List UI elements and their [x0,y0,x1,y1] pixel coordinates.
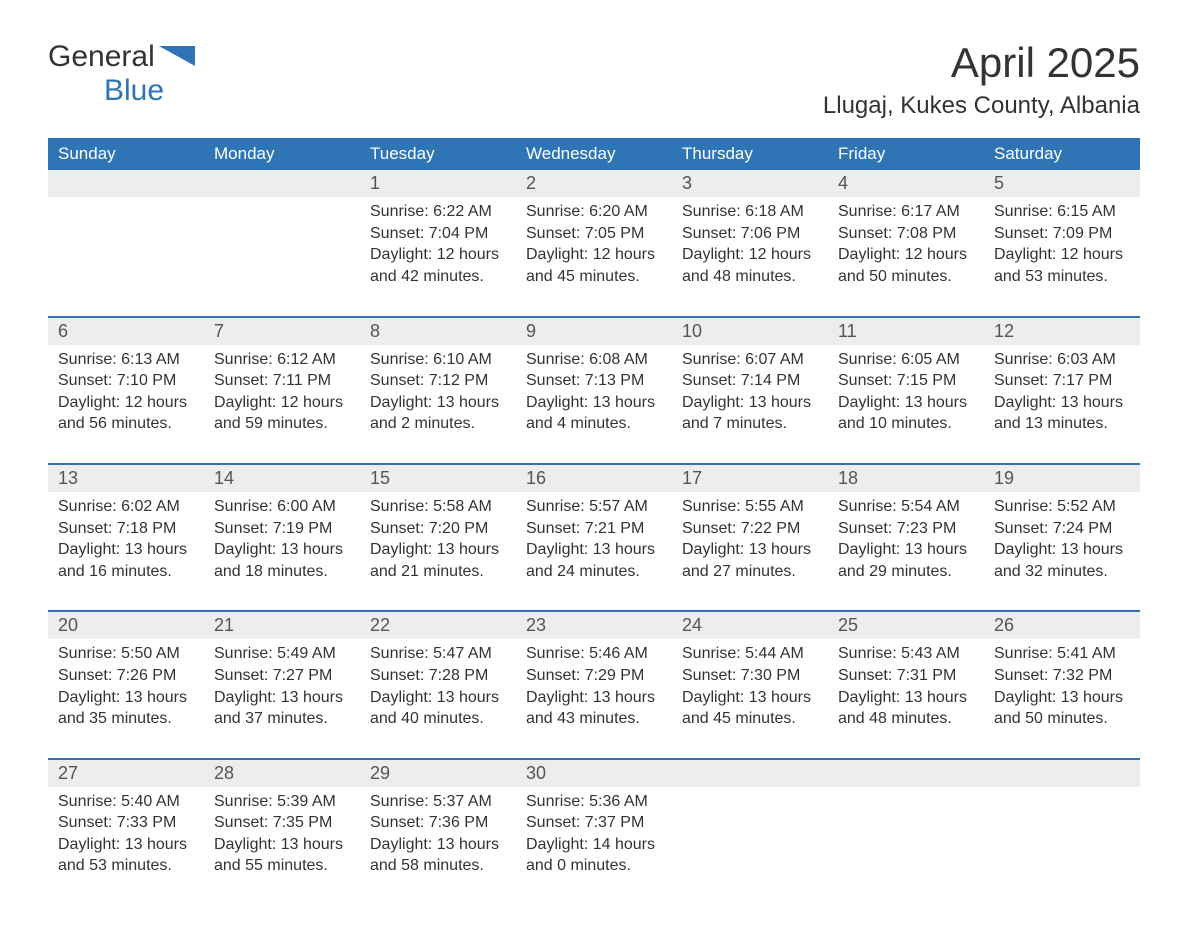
day-number-cell: 13 [48,464,204,492]
day-content-row: Sunrise: 5:50 AMSunset: 7:26 PMDaylight:… [48,639,1140,758]
page-title: April 2025 [823,40,1140,86]
day-number-cell [828,759,984,787]
day-number-row: 13141516171819 [48,464,1140,492]
day-number-cell: 7 [204,317,360,345]
day-number-cell: 18 [828,464,984,492]
day-number-cell: 2 [516,170,672,197]
day-content-cell: Sunrise: 6:05 AMSunset: 7:15 PMDaylight:… [828,345,984,464]
page-header: General Blue April 2025 Llugaj, Kukes Co… [48,40,1140,130]
day-content-row: Sunrise: 6:22 AMSunset: 7:04 PMDaylight:… [48,197,1140,316]
day-number-cell: 29 [360,759,516,787]
day-content-cell: Sunrise: 6:18 AMSunset: 7:06 PMDaylight:… [672,197,828,316]
day-content-cell: Sunrise: 5:57 AMSunset: 7:21 PMDaylight:… [516,492,672,611]
day-content-cell: Sunrise: 5:43 AMSunset: 7:31 PMDaylight:… [828,639,984,758]
day-content-cell: Sunrise: 5:44 AMSunset: 7:30 PMDaylight:… [672,639,828,758]
day-content-cell: Sunrise: 6:13 AMSunset: 7:10 PMDaylight:… [48,345,204,464]
logo-flag-icon [159,46,195,66]
day-content-cell: Sunrise: 6:00 AMSunset: 7:19 PMDaylight:… [204,492,360,611]
title-block: April 2025 Llugaj, Kukes County, Albania [823,40,1140,130]
day-content-cell: Sunrise: 6:08 AMSunset: 7:13 PMDaylight:… [516,345,672,464]
day-content-cell: Sunrise: 5:58 AMSunset: 7:20 PMDaylight:… [360,492,516,611]
day-number-row: 12345 [48,170,1140,197]
day-number-cell [48,170,204,197]
day-content-cell: Sunrise: 5:40 AMSunset: 7:33 PMDaylight:… [48,787,204,905]
day-content-cell: Sunrise: 6:15 AMSunset: 7:09 PMDaylight:… [984,197,1140,316]
day-number-cell: 8 [360,317,516,345]
day-number-cell: 5 [984,170,1140,197]
logo: General Blue [48,40,195,108]
day-content-cell: Sunrise: 6:22 AMSunset: 7:04 PMDaylight:… [360,197,516,316]
day-number-cell: 10 [672,317,828,345]
day-content-cell: Sunrise: 6:20 AMSunset: 7:05 PMDaylight:… [516,197,672,316]
day-content-cell: Sunrise: 6:03 AMSunset: 7:17 PMDaylight:… [984,345,1140,464]
day-number-cell [984,759,1140,787]
day-header-row: SundayMondayTuesdayWednesdayThursdayFrid… [48,138,1140,170]
day-number-row: 6789101112 [48,317,1140,345]
day-content-cell: Sunrise: 6:02 AMSunset: 7:18 PMDaylight:… [48,492,204,611]
day-content-cell: Sunrise: 5:55 AMSunset: 7:22 PMDaylight:… [672,492,828,611]
day-content-cell: Sunrise: 5:36 AMSunset: 7:37 PMDaylight:… [516,787,672,905]
day-content-cell: Sunrise: 5:54 AMSunset: 7:23 PMDaylight:… [828,492,984,611]
day-content-cell: Sunrise: 6:17 AMSunset: 7:08 PMDaylight:… [828,197,984,316]
day-content-cell [984,787,1140,905]
day-number-cell: 21 [204,611,360,639]
day-content-row: Sunrise: 6:13 AMSunset: 7:10 PMDaylight:… [48,345,1140,464]
day-number-cell: 28 [204,759,360,787]
day-header: Saturday [984,138,1140,170]
day-content-cell: Sunrise: 5:39 AMSunset: 7:35 PMDaylight:… [204,787,360,905]
day-number-cell: 15 [360,464,516,492]
day-number-cell: 22 [360,611,516,639]
day-number-cell: 3 [672,170,828,197]
day-number-cell: 23 [516,611,672,639]
day-number-cell: 30 [516,759,672,787]
day-content-cell: Sunrise: 5:46 AMSunset: 7:29 PMDaylight:… [516,639,672,758]
day-number-cell: 24 [672,611,828,639]
day-number-cell: 14 [204,464,360,492]
day-number-cell [204,170,360,197]
day-content-cell: Sunrise: 6:12 AMSunset: 7:11 PMDaylight:… [204,345,360,464]
day-number-cell: 1 [360,170,516,197]
day-number-cell [672,759,828,787]
day-header: Tuesday [360,138,516,170]
day-header: Sunday [48,138,204,170]
day-number-cell: 6 [48,317,204,345]
day-content-cell [672,787,828,905]
day-number-cell: 12 [984,317,1140,345]
day-number-cell: 16 [516,464,672,492]
day-content-cell: Sunrise: 5:37 AMSunset: 7:36 PMDaylight:… [360,787,516,905]
calendar-body: 12345 Sunrise: 6:22 AMSunset: 7:04 PMDay… [48,170,1140,905]
day-header: Friday [828,138,984,170]
day-number-cell: 27 [48,759,204,787]
day-content-cell [204,197,360,316]
location-subtitle: Llugaj, Kukes County, Albania [823,92,1140,120]
day-content-cell: Sunrise: 5:41 AMSunset: 7:32 PMDaylight:… [984,639,1140,758]
logo-text-1: General [48,40,155,73]
day-content-cell [828,787,984,905]
day-number-cell: 17 [672,464,828,492]
day-content-row: Sunrise: 6:02 AMSunset: 7:18 PMDaylight:… [48,492,1140,611]
day-number-cell: 9 [516,317,672,345]
day-number-cell: 20 [48,611,204,639]
day-content-cell: Sunrise: 5:47 AMSunset: 7:28 PMDaylight:… [360,639,516,758]
day-number-row: 27282930 [48,759,1140,787]
day-number-cell: 19 [984,464,1140,492]
day-content-cell: Sunrise: 5:49 AMSunset: 7:27 PMDaylight:… [204,639,360,758]
day-number-cell: 4 [828,170,984,197]
day-number-cell: 11 [828,317,984,345]
logo-text-2: Blue [104,74,164,107]
day-content-cell [48,197,204,316]
day-header: Thursday [672,138,828,170]
day-content-cell: Sunrise: 5:52 AMSunset: 7:24 PMDaylight:… [984,492,1140,611]
day-number-cell: 26 [984,611,1140,639]
day-content-row: Sunrise: 5:40 AMSunset: 7:33 PMDaylight:… [48,787,1140,905]
day-content-cell: Sunrise: 5:50 AMSunset: 7:26 PMDaylight:… [48,639,204,758]
day-header: Monday [204,138,360,170]
day-content-cell: Sunrise: 6:10 AMSunset: 7:12 PMDaylight:… [360,345,516,464]
day-number-cell: 25 [828,611,984,639]
day-number-row: 20212223242526 [48,611,1140,639]
day-content-cell: Sunrise: 6:07 AMSunset: 7:14 PMDaylight:… [672,345,828,464]
day-header: Wednesday [516,138,672,170]
calendar-table: SundayMondayTuesdayWednesdayThursdayFrid… [48,138,1140,905]
